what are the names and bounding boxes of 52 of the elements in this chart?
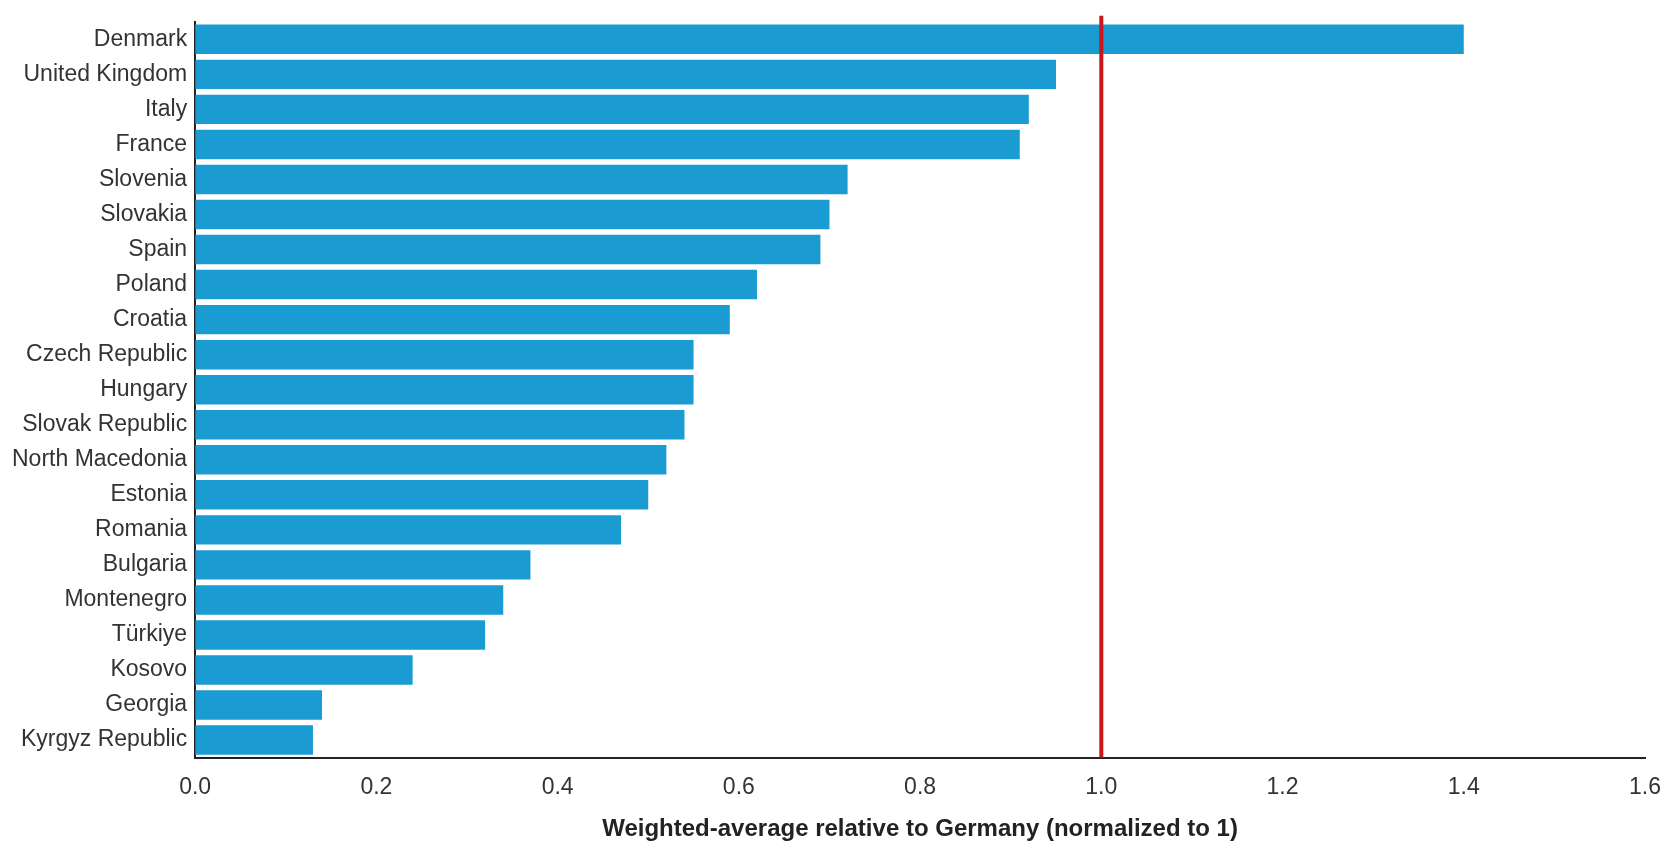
x-tick-label: 0.2 bbox=[360, 772, 393, 799]
y-tick-label: Denmark bbox=[93, 24, 188, 51]
bar bbox=[195, 199, 830, 230]
x-tick-label: 1.6 bbox=[1629, 772, 1661, 799]
y-tick-label: Kosovo bbox=[110, 655, 188, 682]
y-tick-label: Czech Republic bbox=[26, 340, 188, 367]
bar bbox=[195, 585, 504, 615]
bar bbox=[195, 620, 486, 650]
bar bbox=[195, 550, 531, 580]
bar bbox=[195, 445, 667, 475]
bar bbox=[195, 410, 685, 440]
x-tick-label: 1.2 bbox=[1266, 772, 1299, 799]
x-tick-label: 0.0 bbox=[179, 772, 212, 799]
y-tick-label: United Kingdom bbox=[23, 59, 188, 86]
y-tick-label: France bbox=[115, 129, 188, 156]
bar bbox=[195, 94, 1029, 125]
bar bbox=[195, 725, 313, 755]
y-tick-label: Spain bbox=[128, 234, 188, 261]
y-tick-label: Hungary bbox=[100, 375, 188, 402]
y-tick-label: Estonia bbox=[110, 480, 188, 507]
y-tick-label: Slovak Republic bbox=[22, 410, 188, 437]
y-tick-label: Poland bbox=[115, 269, 188, 296]
y-tick-label: Croatia bbox=[112, 304, 188, 331]
bar bbox=[195, 269, 757, 300]
bar bbox=[195, 480, 649, 510]
bar bbox=[195, 690, 323, 720]
y-tick-label: Montenegro bbox=[64, 585, 188, 612]
bar bbox=[195, 59, 1056, 90]
y-tick-label: Romania bbox=[95, 515, 188, 542]
y-tick-label: Kyrgyz Republic bbox=[20, 725, 188, 752]
y-tick-label: Slovenia bbox=[98, 164, 188, 191]
y-tick-label: Italy bbox=[144, 94, 188, 121]
y-tick-label: Türkiye bbox=[111, 620, 188, 647]
bar bbox=[195, 164, 848, 195]
y-tick-label: North Macedonia bbox=[11, 445, 188, 472]
bar bbox=[195, 515, 622, 545]
bar bbox=[195, 24, 1464, 55]
bar bbox=[195, 339, 694, 370]
y-tick-label: Slovakia bbox=[100, 199, 188, 226]
x-tick-label: 0.4 bbox=[541, 772, 574, 799]
x-axis-title: Weighted-average relative to Germany (normalized to 1) bbox=[602, 814, 1238, 842]
bar bbox=[195, 234, 821, 265]
bar bbox=[195, 129, 1020, 160]
bar bbox=[195, 304, 730, 335]
x-tick-label: 0.6 bbox=[722, 772, 755, 799]
y-tick-label: Bulgaria bbox=[102, 550, 188, 577]
bar bbox=[195, 655, 413, 685]
y-tick-label: Georgia bbox=[105, 690, 188, 717]
x-tick-label: 1.0 bbox=[1085, 772, 1118, 799]
bar bbox=[195, 374, 694, 405]
x-tick-label: 0.8 bbox=[904, 772, 937, 799]
x-tick-label: 1.4 bbox=[1447, 772, 1480, 799]
